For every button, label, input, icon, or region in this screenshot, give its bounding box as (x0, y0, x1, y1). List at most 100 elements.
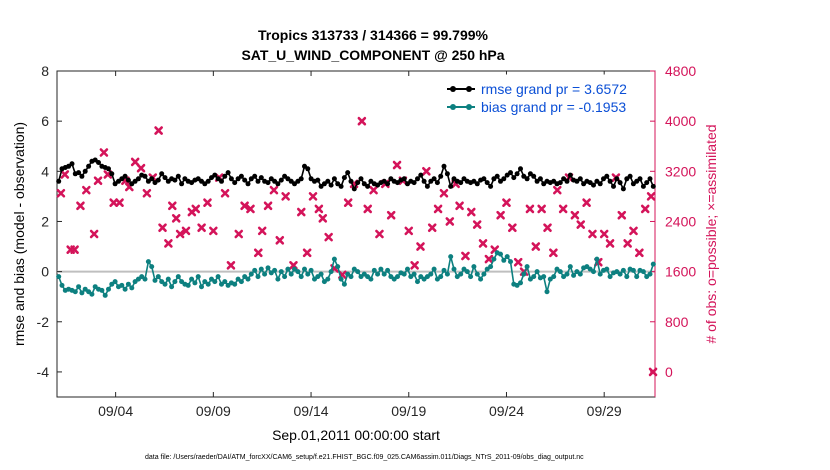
obs-point (246, 204, 255, 214)
rmse-point (385, 181, 391, 187)
bias-point (534, 269, 540, 275)
bias-point (577, 271, 583, 277)
legend-rmse-marker-1 (450, 86, 456, 92)
obs-point (623, 239, 632, 248)
bias-point (541, 274, 547, 280)
obs-point (318, 214, 328, 223)
bias-point (415, 279, 420, 285)
rmse-point (591, 182, 596, 188)
obs-point (410, 261, 419, 270)
y-left-tick-label: 0 (41, 264, 49, 280)
rmse-point (252, 173, 258, 179)
obs-point (158, 223, 167, 233)
legend: rmse grand pr = 3.6572 bias grand pr = -… (441, 74, 653, 118)
bias-point (152, 277, 158, 283)
obs-point (171, 214, 181, 223)
bias-point (245, 276, 251, 282)
bias-point (531, 274, 537, 280)
rmse-point (531, 173, 537, 179)
y-right-tick-label: 0 (665, 364, 673, 380)
chart-title-line2: SAT_U_WIND_COMPONENT @ 250 hPa (241, 47, 504, 63)
rmse-point (358, 176, 364, 182)
obs-point (203, 198, 212, 207)
rmse-point (225, 170, 231, 176)
rmse-point (577, 176, 583, 182)
bias-point (474, 271, 480, 277)
rmse-point (341, 175, 347, 181)
obs-point (648, 367, 658, 377)
bias-point (508, 259, 513, 265)
bias-point (99, 287, 105, 293)
obs-point (130, 157, 140, 167)
rmse-point (56, 178, 62, 184)
obs-point (531, 242, 541, 251)
bias-point (634, 274, 640, 280)
bias-point (368, 276, 374, 282)
y-left-tick-label: -4 (37, 364, 50, 380)
rmse-point (106, 166, 111, 172)
obs-point (439, 188, 449, 198)
rmse-point (637, 176, 643, 182)
rmse-point (564, 178, 570, 184)
bias-point (385, 267, 391, 273)
x-tick-label: 09/14 (294, 403, 329, 419)
obs-point (136, 163, 146, 173)
rmse-point (418, 172, 424, 178)
rmse-point (245, 181, 251, 187)
obs-point (308, 192, 318, 201)
bias-point (162, 281, 168, 287)
bias-point (248, 271, 254, 277)
obs-point (226, 261, 236, 270)
rmse-point (607, 178, 613, 184)
rmse-point (431, 176, 437, 182)
obs-point (513, 257, 523, 267)
bias-point (630, 267, 636, 273)
rmse-point (365, 183, 371, 189)
bias-point (597, 271, 603, 277)
rmse-point (338, 183, 344, 189)
rmse-point (524, 176, 530, 182)
rmse-point (255, 178, 261, 184)
obs-point (445, 217, 455, 226)
bias-point (647, 271, 653, 277)
obs-point (209, 226, 218, 236)
rmse-point (567, 172, 573, 178)
rmse-point (278, 177, 284, 183)
obs-point (142, 188, 152, 198)
rmse-point (242, 177, 248, 183)
rmse-point (351, 186, 357, 192)
bias-point (371, 267, 377, 273)
obs-point (363, 204, 373, 214)
bias-point (594, 256, 600, 262)
bias-point (252, 267, 258, 273)
obs-point (89, 229, 99, 239)
obs-point (220, 188, 230, 198)
obs-point (496, 210, 505, 220)
bias-point (262, 271, 268, 277)
bias-point (504, 254, 510, 260)
y-right-tick-label: 4000 (665, 113, 696, 129)
bias-point (591, 269, 596, 275)
rmse-point (155, 177, 161, 183)
obs-point (416, 242, 425, 251)
rmse-point (604, 173, 610, 179)
bias-point (328, 269, 334, 275)
rmse-point (179, 181, 185, 187)
plot-area: 09/04 09/09 09/14 09/19 09/24 09/29 -4 -2 0 2 4 6 8… (37, 63, 697, 419)
bias-point (395, 274, 400, 280)
rmse-point (69, 161, 75, 167)
bias-point (451, 266, 457, 272)
bias-point (232, 281, 238, 287)
bias-point (76, 284, 82, 290)
obs-point (154, 126, 163, 135)
rmse-point (424, 183, 430, 189)
bias-point (275, 276, 281, 282)
bias-point (288, 271, 294, 277)
rmse-point (401, 176, 407, 182)
bias-point (202, 279, 208, 285)
rmse-point (228, 176, 234, 182)
bias-point (491, 256, 497, 262)
legend-box (441, 74, 653, 118)
rmse-point (345, 170, 351, 176)
rmse-point (122, 173, 128, 179)
